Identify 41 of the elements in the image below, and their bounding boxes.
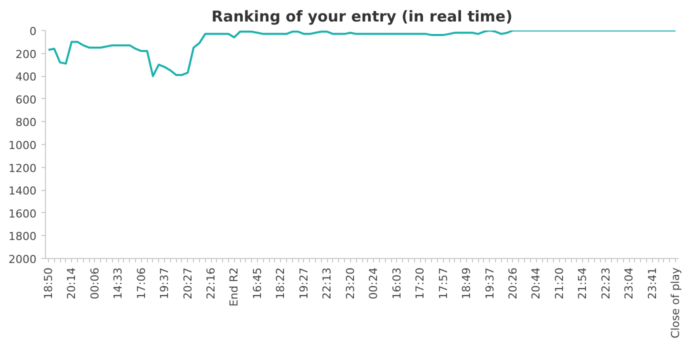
- x-tick-label: 22:13: [320, 267, 334, 300]
- chart-title: Ranking of your entry (in real time): [212, 8, 512, 26]
- x-tick-label: 17:57: [436, 267, 450, 300]
- x-tick-label: 21:54: [576, 267, 590, 300]
- line-series: [47, 30, 677, 78]
- y-tick-label: 1400: [8, 184, 37, 198]
- y-tick-label: 1800: [8, 230, 37, 244]
- x-tick-label: 16:45: [250, 267, 264, 300]
- x-tick-label: End R2: [228, 267, 241, 307]
- x-tick-label: 23:04: [622, 267, 636, 300]
- x-tick-label: 16:03: [390, 267, 404, 300]
- x-tick-label: 17:06: [134, 267, 148, 300]
- x-tick-label: 19:27: [297, 267, 310, 300]
- x-tick-label: 14:33: [112, 267, 125, 300]
- x-tick-label: 18:49: [460, 267, 474, 300]
- x-tick-label: 22:23: [599, 267, 612, 300]
- y-tick-label: 200: [16, 48, 37, 61]
- x-tick-label: 20:26: [506, 267, 520, 300]
- x-tick-label: 20:44: [530, 267, 543, 300]
- x-tick-label: 00:06: [88, 267, 102, 300]
- x-tick-label: 23:20: [344, 267, 357, 300]
- y-tick-label: 1000: [8, 139, 37, 152]
- x-tick-label: 22:16: [204, 267, 218, 300]
- x-tick-label: 18:22: [274, 267, 288, 300]
- x-tick-label: Close of play: [669, 267, 682, 338]
- x-tick-label: 21:20: [552, 267, 566, 300]
- x-tick-label: 20:14: [65, 267, 78, 300]
- y-tick-label: 1200: [8, 162, 37, 175]
- x-tick-label: 20:27: [181, 267, 194, 300]
- x-tick-label: 17:20: [414, 267, 427, 300]
- y-tick-label: 0: [30, 25, 36, 38]
- y-tick-label: 800: [16, 116, 37, 130]
- y-tick-label: 1600: [8, 207, 37, 220]
- x-tick-label: 19:37: [158, 267, 172, 300]
- x-tick-label: 19:37: [483, 267, 496, 300]
- y-tick-label: 2000: [8, 253, 37, 266]
- y-tick-label: 400: [16, 70, 37, 84]
- y-tick-label: 600: [16, 93, 37, 106]
- x-tick-label: 18:50: [42, 267, 55, 300]
- x-tick-label: 23:41: [646, 267, 659, 300]
- x-tick-label: 00:24: [367, 267, 380, 300]
